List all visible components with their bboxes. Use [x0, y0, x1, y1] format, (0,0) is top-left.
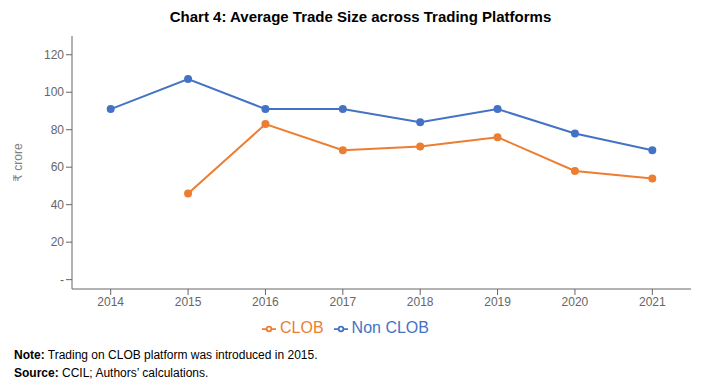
svg-text:2021: 2021 — [639, 295, 666, 309]
svg-text:2014: 2014 — [97, 295, 124, 309]
svg-text:100: 100 — [44, 85, 64, 99]
svg-text:20: 20 — [51, 235, 65, 249]
svg-text:80: 80 — [51, 123, 65, 137]
html-text:Chart 4: Average Trade Size ac: Chart 4: Average Trade Size across Tradi… — [169, 8, 552, 25]
svg-text:2018: 2018 — [407, 295, 434, 309]
svg-text:2019: 2019 — [484, 295, 511, 309]
html-text:Non CLOB: Non CLOB — [351, 319, 429, 336]
svg-text:₹ crore: ₹ crore — [11, 143, 25, 182]
svg-text:2017: 2017 — [329, 295, 356, 309]
svg-text:-: - — [60, 273, 64, 287]
svg-text:2020: 2020 — [562, 295, 589, 309]
svg-text:40: 40 — [51, 198, 65, 212]
svg-text:60: 60 — [51, 160, 65, 174]
html-text:CLOB: CLOB — [280, 319, 324, 336]
svg-text:2015: 2015 — [175, 295, 202, 309]
html-text:Note: Trading on CLOB platform: Note: Trading on CLOB platform was intro… — [14, 348, 318, 362]
html-text:Source: CCIL; Authors’ calcula: Source: CCIL; Authors’ calculations. — [14, 366, 209, 380]
svg-text:2016: 2016 — [252, 295, 279, 309]
svg-text:120: 120 — [44, 48, 64, 62]
